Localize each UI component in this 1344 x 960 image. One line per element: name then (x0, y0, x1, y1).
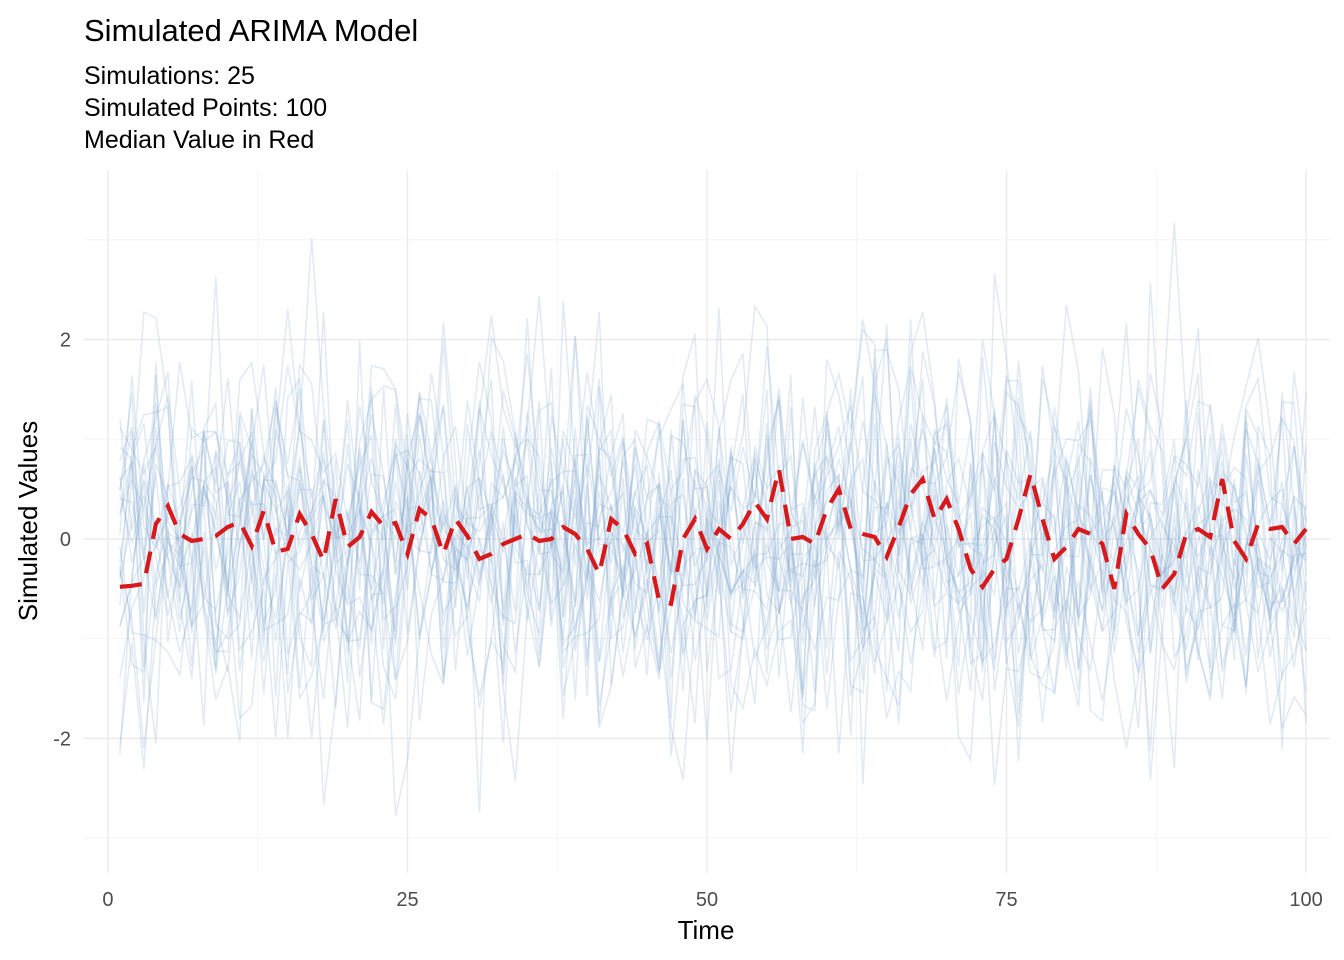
simulation-line (119, 317, 1307, 780)
simulation-line (119, 373, 1307, 738)
chart-subtitle-line-3: Median Value in Red (84, 126, 314, 154)
simulation-line (119, 273, 1307, 729)
y-axis-ticks: -2 0 2 (53, 330, 71, 751)
chart-subtitle-line-2: Simulated Points: 100 (84, 94, 327, 122)
y-axis-title: Simulated Values (13, 421, 43, 621)
y-tick-label: 0 (60, 529, 71, 551)
x-tick-label: 50 (696, 889, 718, 911)
y-tick-label: 2 (60, 330, 71, 352)
x-axis-ticks: 0 25 50 75 100 (102, 889, 1322, 911)
chart-title: Simulated ARIMA Model (84, 13, 418, 48)
simulation-line (119, 222, 1307, 738)
median-line-group (119, 465, 1308, 607)
x-tick-label: 75 (995, 889, 1017, 911)
y-tick-label: -2 (53, 728, 71, 750)
x-axis-title: Time (678, 915, 735, 945)
x-tick-label: 100 (1289, 889, 1322, 911)
simulation-line (119, 371, 1307, 691)
simulation-line (119, 237, 1307, 763)
simulation-line (119, 296, 1307, 678)
x-tick-label: 0 (102, 889, 113, 911)
simulation-line (119, 338, 1307, 697)
simulation-lines (119, 222, 1307, 816)
grid-lines (84, 170, 1330, 873)
simulation-line (119, 339, 1307, 813)
simulation-line (119, 309, 1307, 816)
simulation-line (119, 310, 1307, 805)
simulation-line (119, 303, 1307, 742)
simulation-line (119, 301, 1307, 724)
simulation-line (119, 364, 1307, 727)
simulation-line (119, 311, 1307, 755)
simulation-line (119, 322, 1307, 785)
simulation-line (119, 351, 1307, 754)
simulation-line (119, 308, 1307, 709)
chart-subtitle-line-1: Simulations: 25 (84, 62, 255, 90)
simulation-line (119, 347, 1307, 782)
median-line (119, 465, 1308, 607)
x-tick-label: 25 (396, 889, 418, 911)
simulation-line (119, 311, 1307, 725)
simulation-line (119, 319, 1307, 721)
